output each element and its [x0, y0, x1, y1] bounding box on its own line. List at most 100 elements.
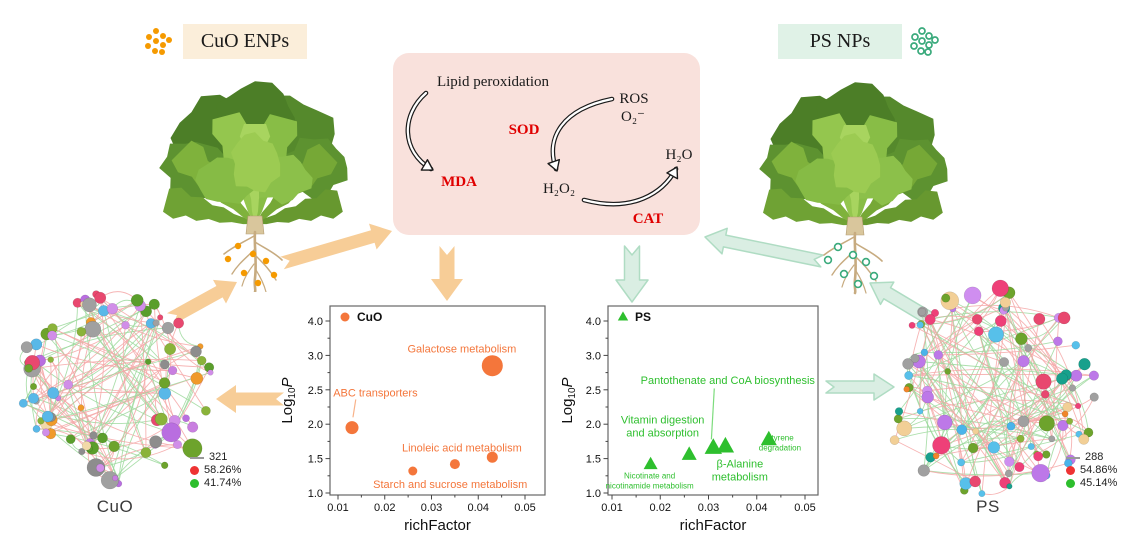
red-dot-swatch [1066, 466, 1075, 475]
ps-nps-tag: PS NPs [778, 24, 902, 59]
legend-row-down: 41.74% [190, 477, 241, 490]
green-np-ring [925, 41, 933, 49]
scatter-point [486, 451, 498, 463]
lettuce-plant-ps [759, 82, 948, 295]
plant-root [855, 270, 867, 294]
cuo-network-title: CuO [96, 497, 134, 516]
cuo-np-on-root [224, 255, 232, 263]
red-percent: 58.26% [204, 464, 242, 476]
plot-legend-label: CuO [357, 310, 382, 324]
green-np-ring [917, 47, 925, 55]
pathway-annotation-label: Galactose metabolism [407, 343, 516, 355]
network-nodes [18, 290, 215, 490]
x-tick-label: 0.05 [794, 502, 815, 514]
pathway-annotation-label: Starch and sucrose metabolism [373, 479, 527, 491]
annotation-leaders [352, 399, 357, 418]
orange-flow-arrow [216, 385, 284, 413]
green-np-ring [924, 48, 932, 56]
scatter-point [760, 430, 777, 446]
y-tick-label: 3.0 [586, 350, 601, 362]
orange-np-dot [146, 34, 152, 40]
reaction-arrow-inner [551, 97, 614, 171]
scatter-point [408, 466, 418, 476]
orange-np-dot [153, 28, 159, 34]
reaction-arrow-outline [405, 90, 434, 172]
x-tick-label: 0.05 [514, 502, 535, 514]
orange-flow-arrow [166, 279, 237, 325]
green-dot-swatch [1066, 479, 1075, 488]
green-flow-arrow [825, 373, 895, 401]
orange-flow-arrow [280, 223, 392, 270]
superoxide-label: O₂⁻ [621, 109, 645, 125]
pathway-annotation-label: β-Alanine [717, 459, 764, 471]
plot-frame [329, 305, 546, 496]
ps-enrichment-scatter-plot: 0.01 0.02 0.03 0.04 0.05 1.0 1.5 2.0 2.5 3.0 4.0 ri… [559, 305, 819, 534]
scatter-point [481, 355, 503, 377]
plant-root [253, 230, 258, 292]
ps-np-on-root [839, 269, 849, 279]
green-dot-swatch [190, 479, 199, 488]
scatter-point [716, 436, 735, 453]
x-axis-title: richFactor [404, 517, 471, 534]
pathway-annotation-label: degradation [759, 444, 801, 453]
axis-ticks [325, 320, 526, 500]
edge-count: 288 [1085, 451, 1104, 463]
ps-nanoparticle-cluster-icon [910, 27, 939, 56]
lettuce-leaf [831, 133, 881, 194]
plant-root [255, 269, 267, 292]
y-tick-label: 3.0 [308, 350, 323, 362]
pathway-annotation-label: metabolism [712, 472, 768, 484]
hydrogen-peroxide-label: H₂O₂ [543, 181, 575, 197]
plot-legend: CuO [340, 310, 382, 324]
ps-np-on-root [823, 255, 833, 265]
lettuce-leaf [231, 132, 281, 193]
y-tick-label: 4.0 [586, 316, 601, 328]
orange-flow-arrow [431, 246, 463, 301]
plot-legend-label: PS [635, 310, 651, 324]
x-tick-label: 0.02 [650, 502, 671, 514]
ps-np-on-root [833, 242, 843, 252]
x-tick-label: 0.04 [746, 502, 767, 514]
y-tick-label: 1.0 [586, 488, 601, 500]
reaction-arrowhead [420, 159, 434, 171]
cuo-np-on-root [234, 242, 242, 250]
ros-label: ROS [619, 91, 648, 107]
pathway-reaction-arrows [405, 90, 679, 207]
plot-legend: PS [617, 310, 651, 324]
y-tick-label: 2.0 [308, 419, 323, 431]
plant-stem [845, 216, 865, 236]
y-tick-label: 4.0 [308, 316, 323, 328]
green-flow-arrow [615, 245, 649, 303]
scatter-point [704, 438, 722, 454]
scatter-point [345, 421, 359, 435]
edge-count: 321 [209, 451, 228, 463]
cuo-metabolite-network [18, 290, 215, 490]
legend-row-down: 45.14% [1066, 477, 1117, 490]
legend-row-up: 54.86% [1066, 464, 1117, 477]
pathway-annotation-label: ABC transporters [333, 387, 418, 399]
red-percent: 54.86% [1080, 464, 1118, 476]
y-axis-title: Log10P [279, 377, 298, 423]
ps-network-legend: 288 54.86% 45.14% [1066, 451, 1117, 490]
lettuce-leaf [855, 190, 943, 226]
green-np-ring [918, 37, 926, 45]
sod-enzyme-label: SOD [509, 122, 540, 138]
orange-np-dot [160, 42, 166, 48]
green-percent: 41.74% [204, 477, 242, 489]
edge-line-swatch [190, 456, 204, 459]
plant-stem [245, 215, 265, 235]
lettuce-leaf [763, 188, 855, 226]
ps-network-title: PS [976, 497, 1000, 516]
pathway-annotation-label: Pantothenate and CoA biosynthesis [641, 375, 816, 387]
reaction-arrowhead [547, 158, 561, 172]
cuo-np-on-root [249, 250, 257, 258]
reaction-arrow-inner [406, 91, 433, 171]
scatter-points [643, 430, 777, 470]
cuo-enps-tag-label: CuO ENPs [200, 30, 290, 52]
orange-np-dot [145, 43, 151, 49]
cuo-network-legend: 321 58.26% 41.74% [190, 451, 241, 490]
red-dot-swatch [190, 466, 199, 475]
cuo-nanoparticle-cluster-icon [145, 28, 172, 55]
oxidative-stress-pathway-box: Lipid peroxidation MDA SOD ROS O₂⁻ H₂O₂ … [393, 53, 700, 235]
